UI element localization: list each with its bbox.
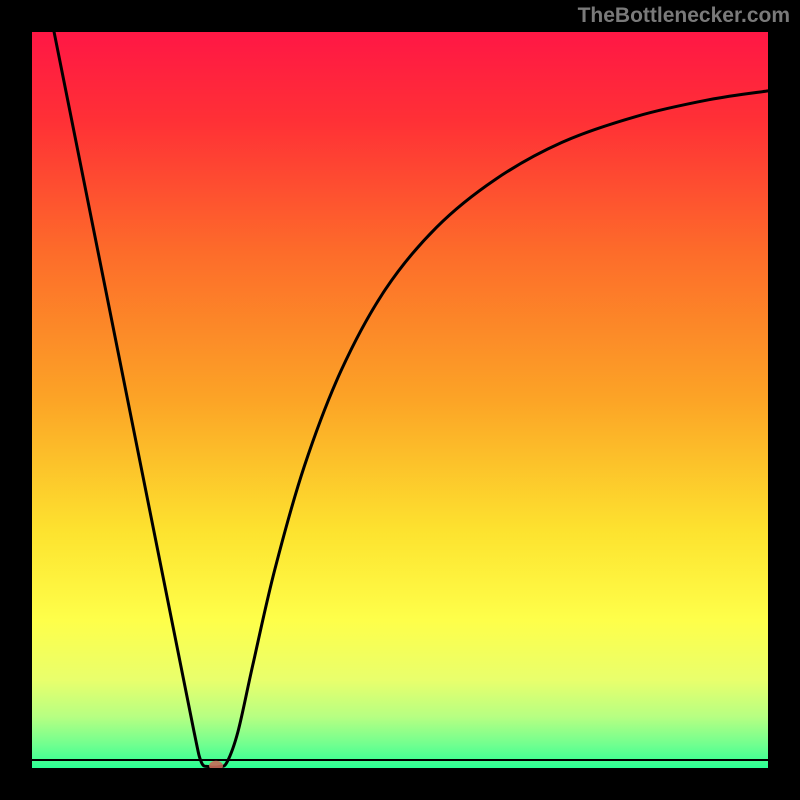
chart-svg bbox=[0, 0, 800, 800]
chart-container: TheBottlenecker.com bbox=[0, 0, 800, 800]
plot-background bbox=[32, 32, 768, 768]
attribution-text: TheBottlenecker.com bbox=[578, 4, 790, 28]
